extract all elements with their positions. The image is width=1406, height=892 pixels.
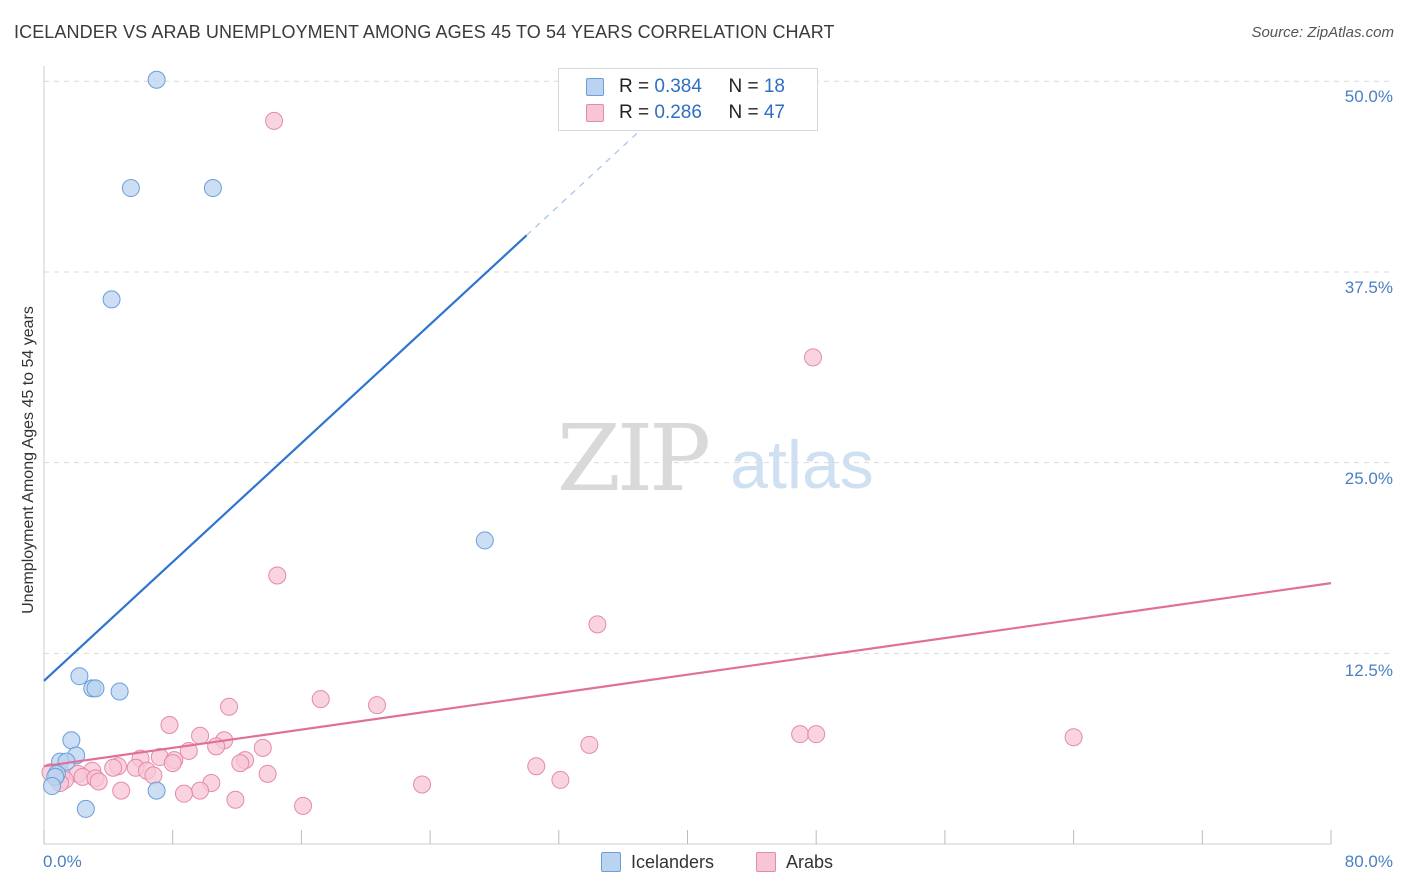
watermark-zip: ZIP: [557, 405, 708, 512]
axes: [43, 66, 1332, 845]
y-axis-label: Unemployment Among Ages 45 to 54 years: [20, 306, 37, 614]
y-tick-label: 37.5%: [1344, 278, 1393, 297]
correlation-legend: R = 0.384 N = 18 R = 0.286 N = 47: [558, 68, 818, 131]
blue-swatch: [601, 852, 621, 872]
arabs-point: [1064, 728, 1083, 747]
n-label: N =: [728, 102, 764, 123]
arabs-point: [551, 770, 570, 789]
icelanders-point: [475, 531, 494, 550]
chart-title: ICELANDER VS ARAB UNEMPLOYMENT AMONG AGE…: [14, 22, 835, 42]
arabs-point: [311, 690, 330, 709]
icelanders-trend-line-extension: [526, 115, 656, 236]
r-label: R =: [619, 76, 655, 97]
gridlines: [44, 80, 1392, 654]
arabs-point: [220, 697, 239, 716]
icelanders-point: [62, 731, 81, 750]
trend-lines: [43, 115, 1332, 768]
icelanders-point: [76, 799, 95, 818]
n-value: 18: [763, 76, 785, 97]
arabs-point: [112, 781, 131, 800]
pink-swatch: [586, 104, 604, 122]
icelanders-point: [43, 777, 62, 796]
icelanders-point: [110, 682, 129, 701]
arabs-point: [258, 764, 277, 783]
arabs-point: [226, 790, 245, 809]
arabs-point: [803, 348, 822, 367]
arabs-point: [253, 738, 272, 757]
arabs-point: [104, 758, 123, 777]
arabs-point: [265, 111, 284, 130]
icelanders-point: [102, 290, 121, 309]
icelanders-point: [147, 781, 166, 800]
arabs-point: [268, 566, 287, 585]
arabs-point: [160, 716, 179, 735]
y-tick-label: 12.5%: [1344, 661, 1393, 680]
arabs-point: [791, 725, 810, 744]
arabs-point: [588, 615, 607, 634]
watermark-atlas: atlas: [730, 427, 874, 503]
icelanders-point: [203, 179, 222, 198]
watermark: ZIP atlas: [557, 405, 874, 512]
icelanders-points: [43, 70, 494, 818]
icelanders-trend-line: [43, 234, 528, 682]
arabs-point: [191, 781, 210, 800]
x-tick-label-max: 80.0%: [1344, 852, 1393, 871]
legend-label: Icelanders: [631, 852, 715, 872]
legend-item-arabs: Arabs: [756, 852, 833, 873]
arabs-point: [191, 726, 210, 745]
icelanders-point: [121, 179, 140, 198]
icelanders-point: [147, 70, 166, 89]
arabs-point: [413, 775, 432, 794]
icelanders-point: [70, 667, 89, 686]
arabs-point: [231, 754, 250, 773]
x-tick-label-min: 0.0%: [43, 852, 82, 871]
r-label: R =: [619, 102, 655, 123]
arabs-point: [368, 696, 387, 715]
blue-swatch: [586, 78, 604, 96]
pink-swatch: [756, 852, 776, 872]
arabs-trend-line: [43, 582, 1332, 768]
r-value: 0.384: [654, 76, 702, 97]
source-label: Source: ZipAtlas.com: [1251, 24, 1394, 41]
arabs-point: [144, 766, 163, 785]
n-label: N =: [728, 76, 764, 97]
arabs-point: [163, 754, 182, 773]
arabs-point: [89, 772, 108, 791]
y-tick-label: 25.0%: [1344, 469, 1393, 488]
legend-label: Arabs: [786, 852, 834, 872]
y-tick-label: 50.0%: [1344, 87, 1393, 106]
arabs-point: [294, 796, 313, 815]
arabs-point: [580, 735, 599, 754]
r-value: 0.286: [654, 102, 702, 123]
arabs-point: [174, 784, 193, 803]
legend-item-icelanders: Icelanders: [601, 852, 714, 873]
arabs-point: [807, 725, 826, 744]
icelanders-point: [86, 679, 105, 698]
n-value: 47: [763, 102, 785, 123]
arabs-point: [527, 757, 546, 776]
